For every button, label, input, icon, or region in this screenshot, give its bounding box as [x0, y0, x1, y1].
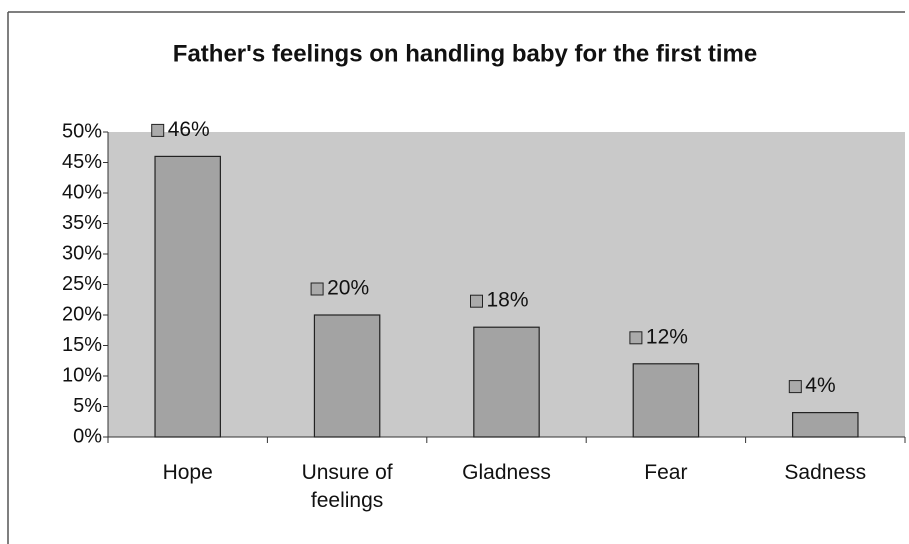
- x-tick-label: Hope: [162, 461, 213, 484]
- x-tick-label: Fear: [644, 461, 688, 484]
- y-tick-label: 10%: [62, 364, 102, 386]
- label-marker: [470, 294, 483, 308]
- y-tick-label: 30%: [62, 242, 102, 264]
- y-tick-label: 0%: [73, 425, 102, 447]
- bar: [154, 155, 221, 438]
- bar: [473, 326, 540, 438]
- y-tick-label: 40%: [62, 181, 102, 203]
- y-tick-label: 50%: [62, 120, 102, 142]
- y-tick-label: 15%: [62, 334, 102, 356]
- data-label: 4%: [805, 374, 835, 397]
- bar: [632, 363, 700, 438]
- label-marker: [629, 331, 643, 345]
- bar: [313, 314, 381, 438]
- x-tick-label: Gladness: [462, 461, 551, 484]
- x-tick-label: Unsure of feelings: [301, 461, 393, 512]
- y-tick-label: 5%: [73, 395, 102, 417]
- label-marker: [151, 123, 165, 137]
- y-tick-label: 35%: [62, 212, 102, 234]
- y-tick-label: 25%: [62, 273, 102, 295]
- bar: [792, 412, 859, 438]
- label-marker: [310, 282, 324, 296]
- data-label: 18%: [487, 289, 529, 312]
- y-tick-label: 20%: [62, 303, 102, 325]
- label-marker: [788, 380, 802, 394]
- y-tick-label: 45%: [62, 151, 102, 173]
- data-label: 20%: [327, 277, 369, 300]
- data-label: 46%: [168, 118, 210, 141]
- chart-title: Father's feelings on handling baby for t…: [173, 40, 757, 67]
- data-label: 12%: [646, 325, 688, 348]
- x-tick-label: Sadness: [784, 461, 867, 484]
